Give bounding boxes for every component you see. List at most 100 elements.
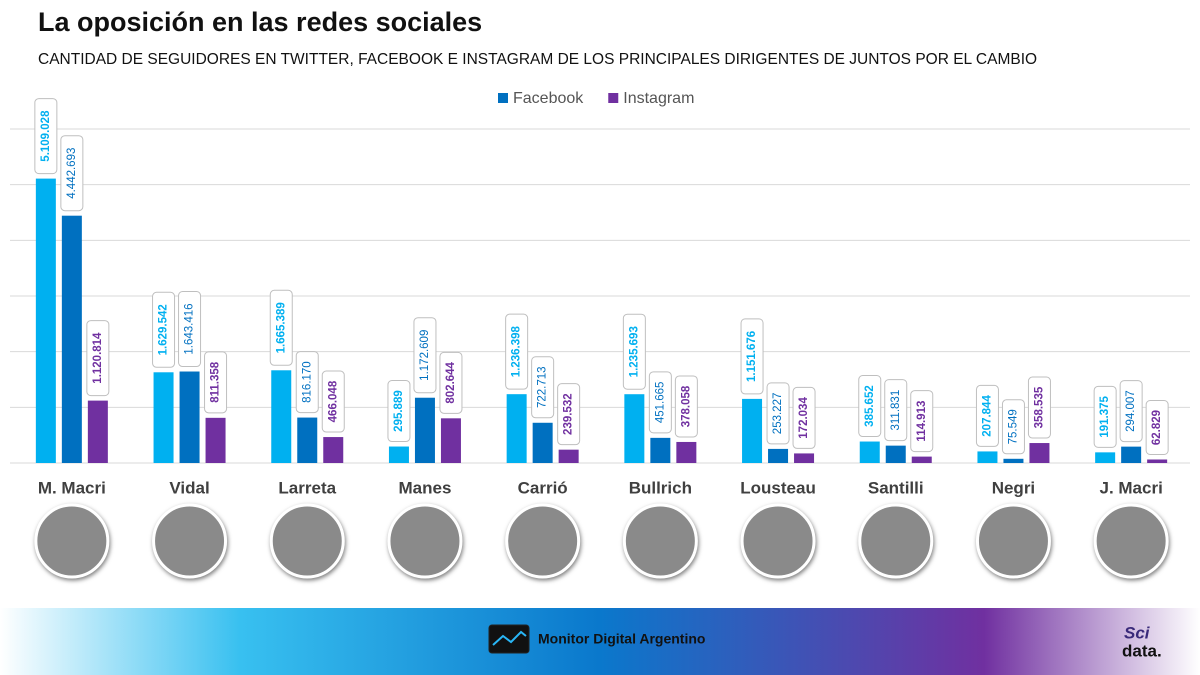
value-label: 451.665 [654,382,666,424]
value-label: 811.358 [210,361,222,403]
value-label-box [792,386,816,449]
bar [1095,452,1116,463]
bar [676,441,697,463]
bar [742,398,763,463]
bar [388,446,409,463]
value-label: 816.170 [301,361,313,403]
bar [885,445,906,463]
logo-top: Sci [1124,623,1151,642]
value-label: 62.829 [1151,410,1163,445]
value-label: 802.644 [445,361,457,403]
x-tick-label: Negri [992,478,1035,497]
bar [271,370,292,463]
value-label-box [740,318,764,395]
bar [794,453,815,463]
value-label-box [34,98,58,175]
brand-icon-line [492,630,527,646]
value-label: 1.665.389 [275,302,287,353]
value-label-box [505,313,529,390]
photo [505,503,581,579]
value-label-box [910,390,934,453]
bar [977,451,998,463]
bar [859,441,880,463]
value-label-box [1093,385,1117,448]
logo-bottom: data. [1122,641,1162,660]
value-label: 5.109.028 [40,110,52,162]
value-label: 1.643.416 [184,303,196,354]
value-label: 207.844 [981,395,993,437]
value-label-box [439,351,463,414]
chart-title: La oposición en las redes sociales [38,7,482,37]
bar [1147,459,1168,463]
value-label-box [622,313,646,390]
value-label: 1.235.693 [628,326,640,377]
value-label-box [387,380,411,443]
value-label-box [1027,376,1051,439]
bar [506,394,527,463]
value-label-box [1145,400,1169,456]
value-label-box [975,384,999,447]
bar [61,215,82,463]
bar [768,448,789,463]
bar [1121,446,1142,463]
bar [532,422,553,463]
bar [35,178,56,463]
photo [387,503,463,579]
value-label-box [178,291,202,368]
x-tick-label: J. Macri [1099,478,1162,497]
legend-label: Instagram [623,90,694,107]
bar [558,449,579,463]
footer-brand: Monitor Digital Argentino [538,631,705,647]
chart-subtitle: CANTIDAD DE SEGUIDORES EN TWITTER, FACEB… [38,51,1037,68]
bar [87,400,108,463]
bar [650,437,671,463]
value-label: 1.120.814 [92,332,104,384]
value-label: 722.713 [537,366,549,408]
value-label: 4.442.693 [66,148,78,199]
bar [911,456,932,463]
footer-band [0,608,1200,675]
value-label: 311.831 [890,390,902,431]
legend-swatch [608,93,619,103]
value-label: 114.913 [916,401,928,442]
value-label-box [295,351,319,414]
x-tick-label: Bullrich [629,478,692,497]
photo [975,503,1051,579]
legend-label: Facebook [513,90,584,107]
value-label: 385.652 [864,385,876,427]
bar [297,417,318,463]
photo [622,503,698,579]
value-label: 1.151.676 [746,331,758,382]
x-tick-label: Manes [398,478,451,497]
value-label: 294.007 [1125,390,1137,432]
value-label: 358.535 [1033,386,1045,428]
value-label-box [60,135,84,212]
legend-swatch [498,93,508,103]
x-tick-label: Santilli [868,478,924,497]
photo [152,503,228,579]
value-label: 239.532 [563,393,575,435]
value-label: 191.375 [1099,395,1111,437]
value-label-box [1119,380,1143,443]
value-label-box [1001,399,1025,455]
brand-icon [488,624,530,654]
bar [624,394,645,463]
value-label-box [557,383,581,446]
value-label: 253.227 [772,393,784,435]
value-label-box [531,356,555,419]
photo [34,503,110,579]
value-label-box [321,370,345,433]
photo [269,503,345,579]
x-tick-label: Lousteau [740,478,816,497]
value-label: 295.889 [393,390,405,432]
value-label: 378.058 [680,385,692,427]
value-label-box [204,351,228,414]
x-tick-label: Vidal [169,478,209,497]
value-label-box [858,375,882,438]
value-label-box [86,320,110,397]
value-label: 466.048 [327,380,339,422]
value-label: 75.549 [1007,409,1019,444]
value-label-box [269,289,293,366]
value-label: 1.629.542 [158,304,170,355]
